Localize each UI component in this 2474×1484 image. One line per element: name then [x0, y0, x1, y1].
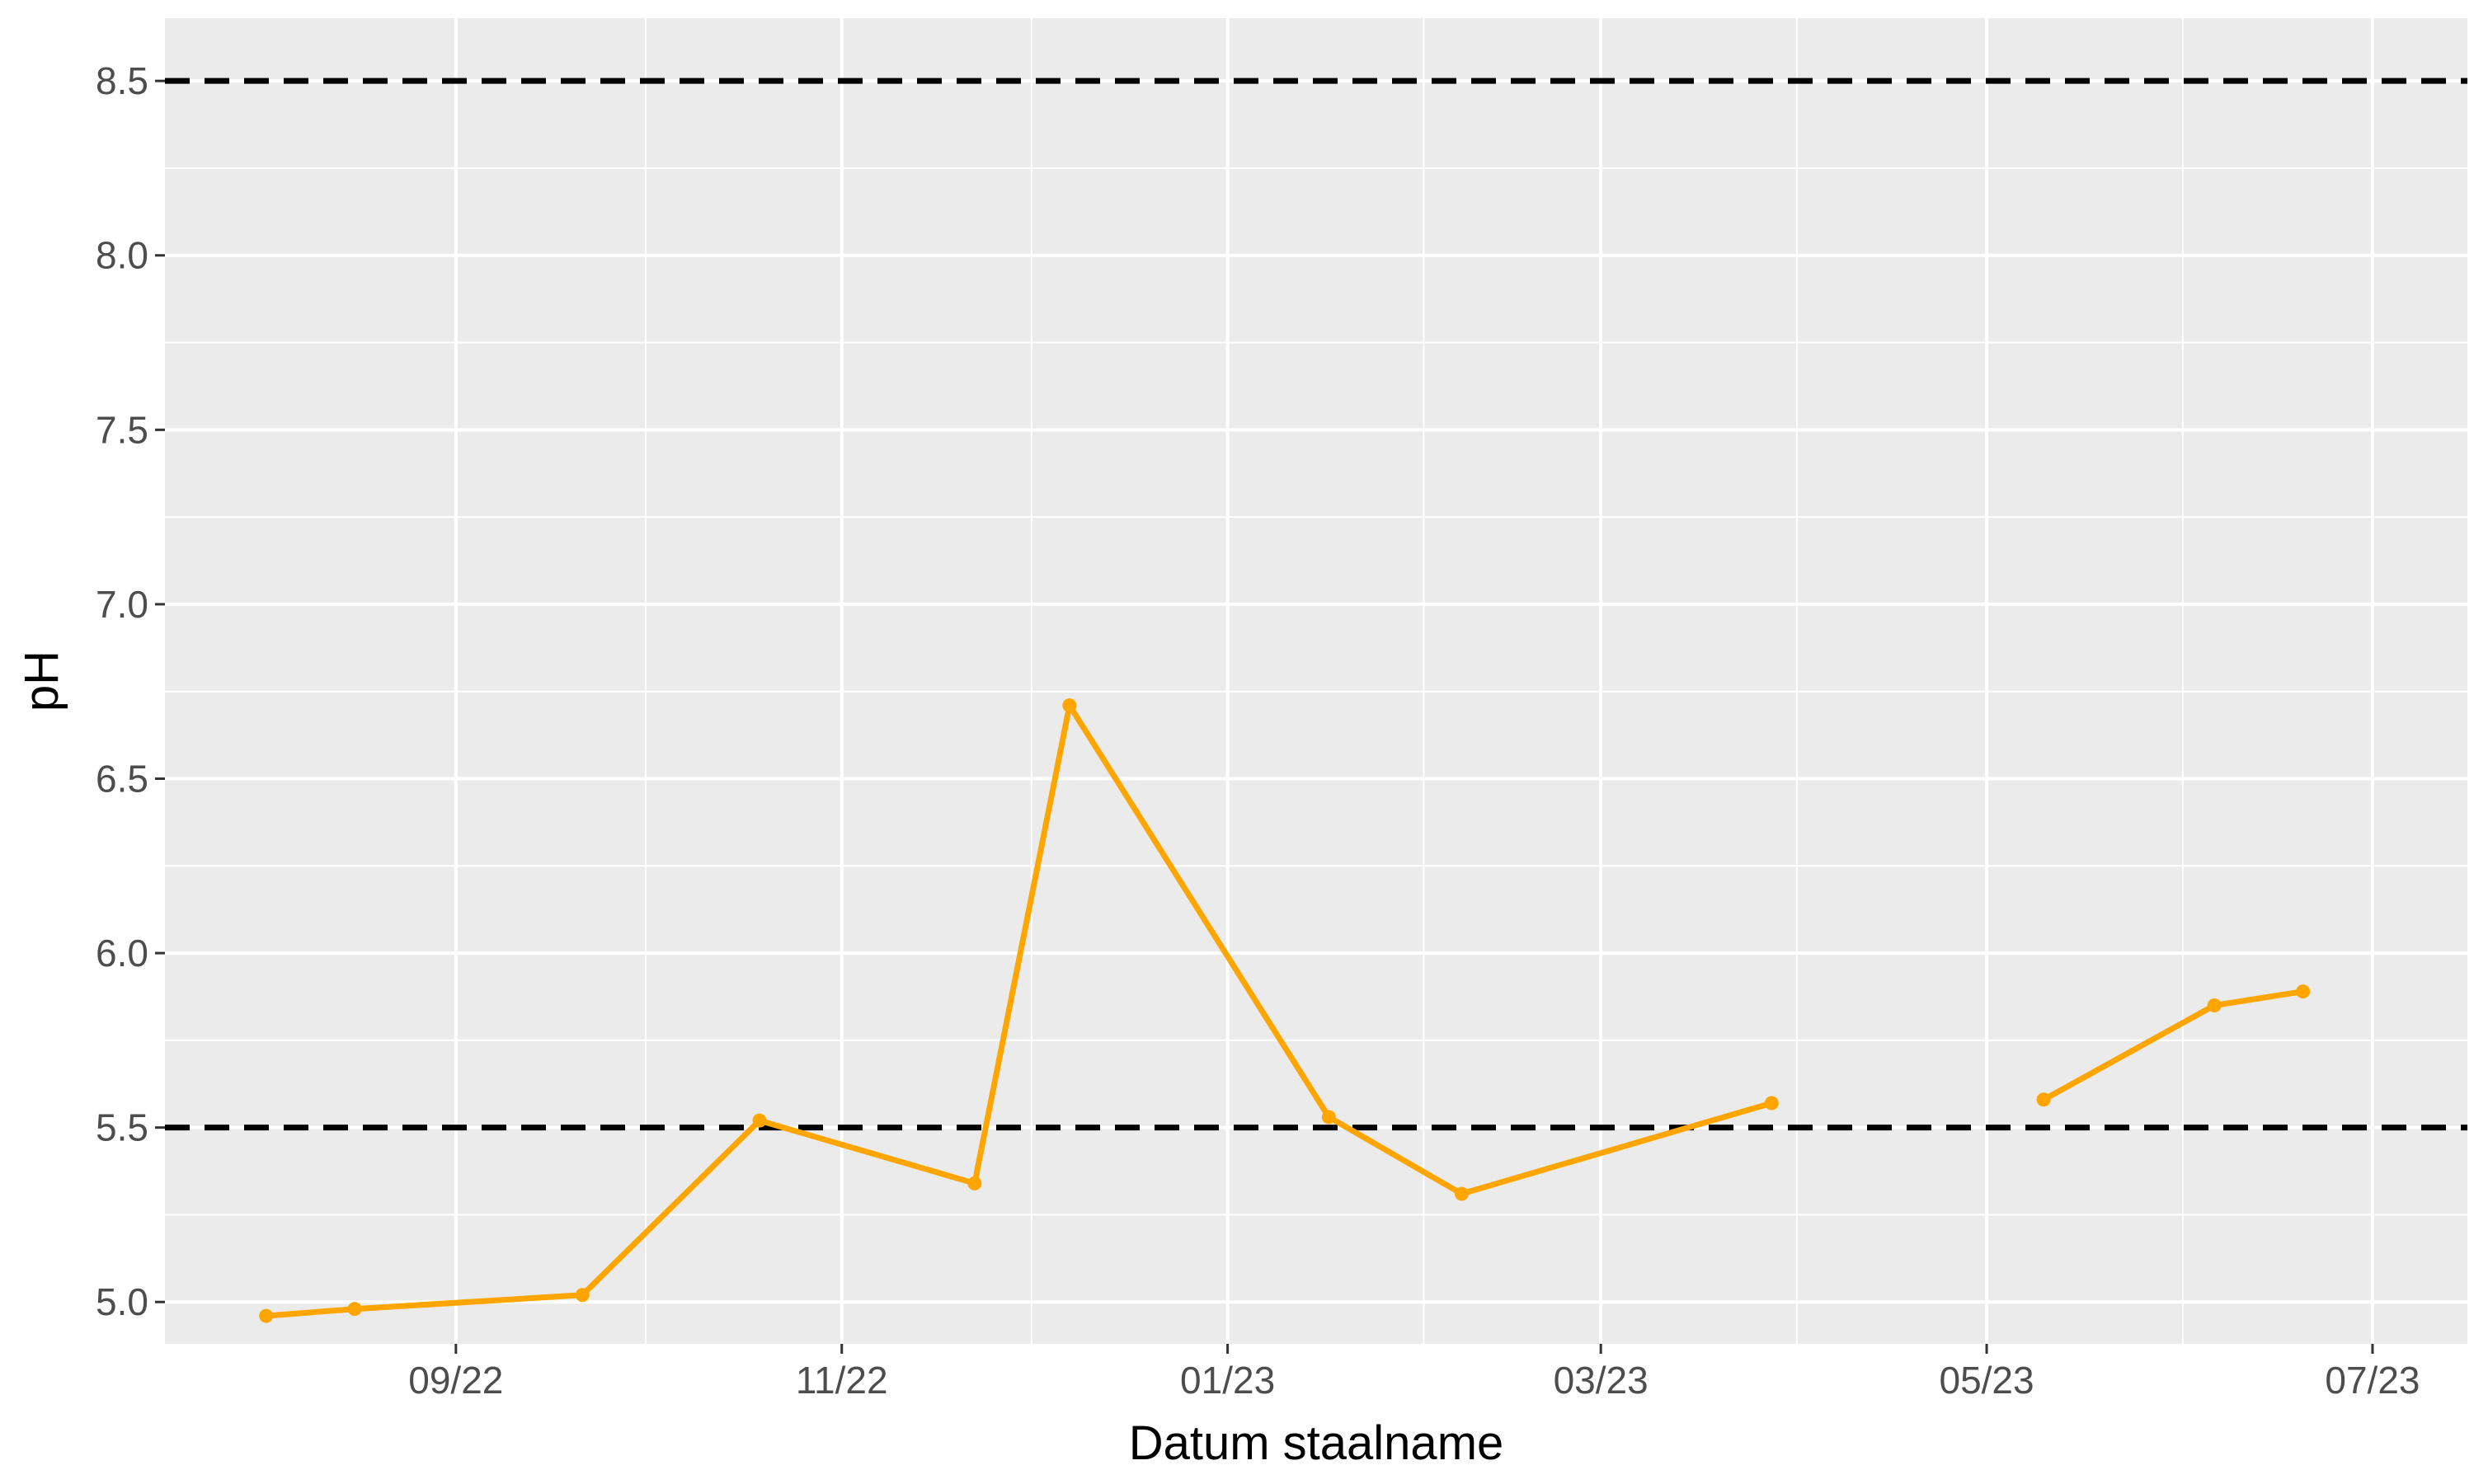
y-axis: 5.0 5.5 6.0 6.5 7.0 7.5 8.0 8.5 — [96, 59, 165, 1323]
y-tick-label: 6.0 — [96, 932, 148, 974]
series-layer — [259, 698, 2311, 1323]
x-tick-label: 01/23 — [1180, 1359, 1275, 1402]
data-point — [2207, 998, 2222, 1013]
x-tick-label: 07/23 — [2325, 1359, 2420, 1402]
y-tick-label: 5.0 — [96, 1280, 148, 1323]
data-point — [2296, 984, 2311, 999]
data-point — [2036, 1092, 2051, 1107]
y-tick-label: 8.5 — [96, 59, 148, 102]
panel-background — [165, 18, 2467, 1344]
x-tick-label: 11/22 — [796, 1359, 888, 1402]
x-tick-label: 03/23 — [1554, 1359, 1649, 1402]
data-point — [967, 1176, 982, 1190]
reference-lines — [165, 77, 2467, 1131]
data-point — [1062, 698, 1077, 713]
y-tick-label: 8.0 — [96, 234, 148, 277]
x-axis: 09/22 11/22 01/23 03/23 05/23 07/23 — [408, 1344, 2420, 1402]
y-tick-label: 5.5 — [96, 1106, 148, 1149]
x-axis-title: Datum staalname — [1129, 1416, 1504, 1470]
x-tick-label: 09/22 — [408, 1359, 503, 1402]
data-point — [575, 1288, 590, 1303]
y-tick-label: 7.5 — [96, 408, 148, 451]
y-tick-label: 7.0 — [96, 583, 148, 626]
y-axis-title: pH — [15, 650, 68, 711]
minor-gridlines — [165, 18, 2467, 1344]
x-tick-label: 05/23 — [1939, 1359, 2034, 1402]
data-point — [1764, 1096, 1779, 1111]
data-point — [347, 1302, 362, 1317]
data-point — [1321, 1110, 1336, 1125]
y-tick-label: 6.5 — [96, 757, 148, 800]
data-point — [752, 1113, 767, 1128]
data-point — [259, 1308, 274, 1323]
data-point — [1454, 1186, 1469, 1201]
